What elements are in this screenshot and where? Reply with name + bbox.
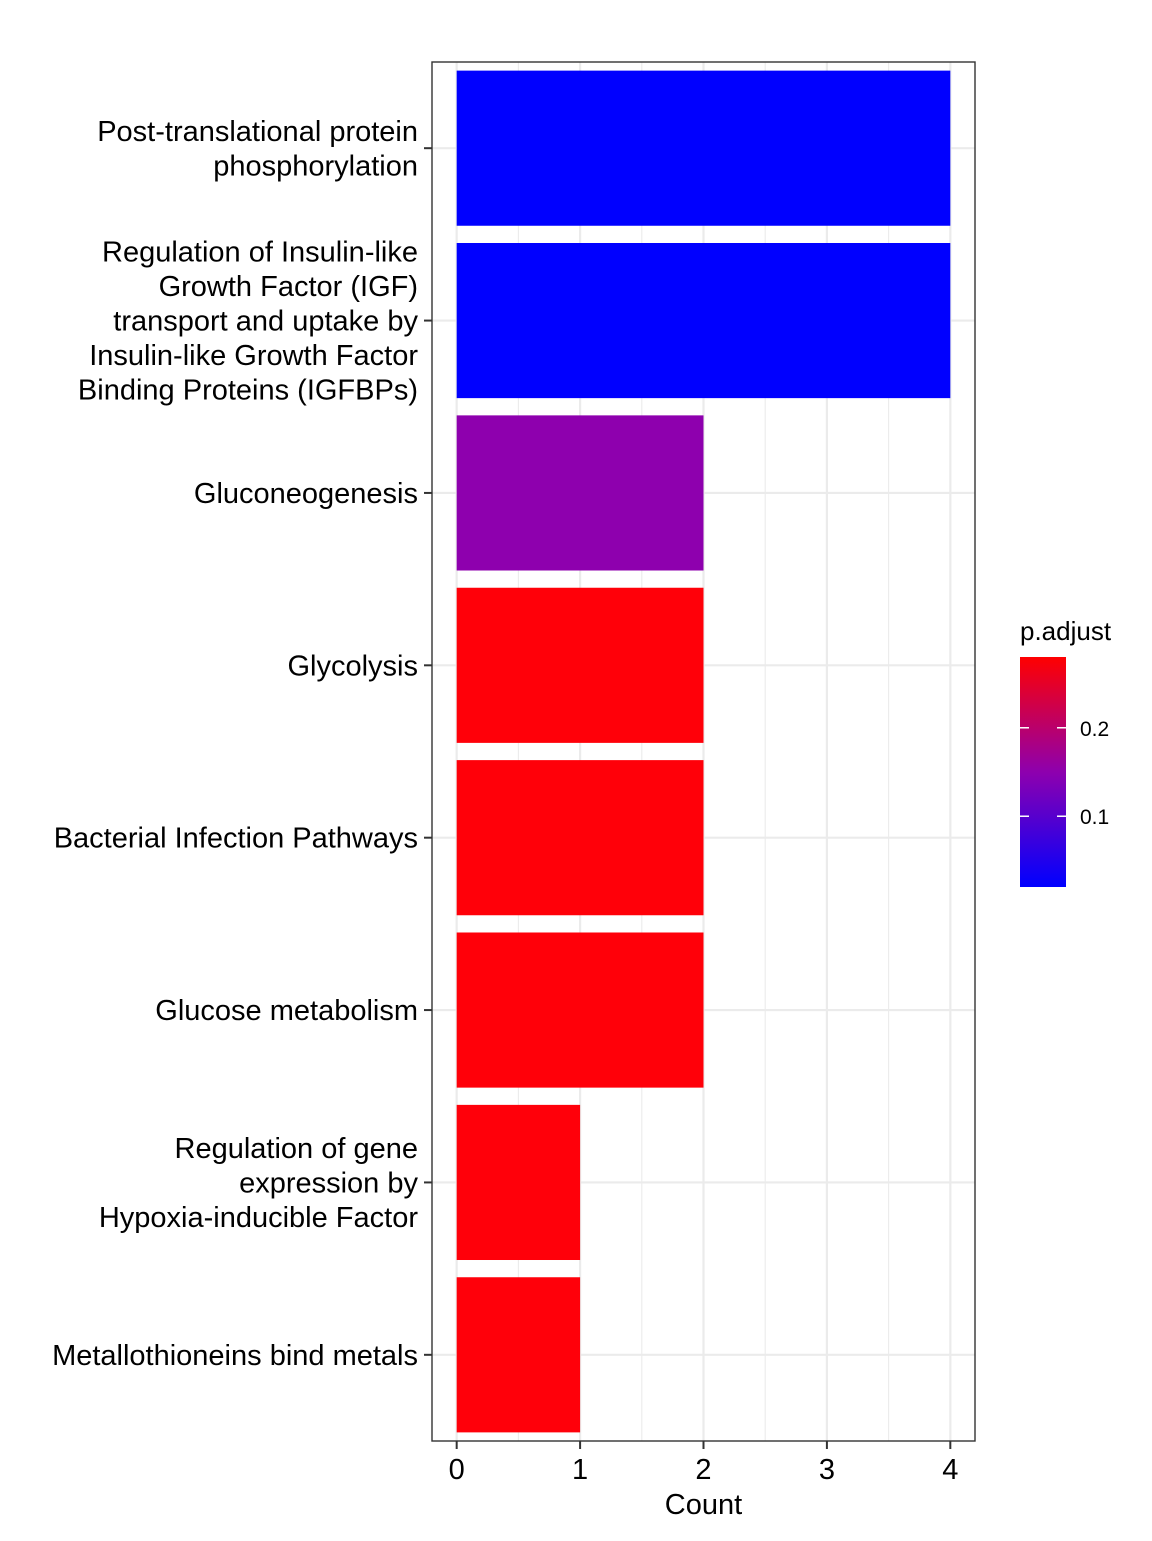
y-tick-label: Gluconeogenesis (194, 478, 418, 510)
legend-tick-label: 0.2 (1080, 718, 1109, 741)
y-tick-label-line: Glucose metabolism (155, 995, 418, 1027)
y-tick-label: Post-translational protein phosphorylatio… (97, 116, 418, 183)
bar (456, 932, 704, 1088)
y-tick-label-line: Post-translational protein (97, 116, 418, 148)
y-tick-label: Regulation of gene expression by Hypoxia-i… (99, 1133, 419, 1234)
legend-colorbar (1020, 657, 1066, 887)
x-axis: 0 1 2 3 4 (449, 1441, 958, 1486)
x-tick-label: 1 (572, 1454, 588, 1486)
x-tick-label: 4 (942, 1454, 958, 1486)
y-tick-label-line: Metallothioneins bind metals (52, 1340, 418, 1372)
bar (456, 1277, 581, 1433)
legend-tick-label: 0.1 (1080, 806, 1109, 829)
y-tick-label-line: expression by (239, 1167, 418, 1199)
x-tick-label: 2 (695, 1454, 711, 1486)
y-tick-label-line: Regulation of gene (175, 1133, 418, 1165)
x-tick-label: 0 (449, 1454, 465, 1486)
bar (456, 760, 704, 916)
bar (456, 242, 951, 399)
y-tick-label: Bacterial Infection Pathways (54, 823, 418, 855)
x-tick-label: 3 (819, 1454, 835, 1486)
y-tick-label-line: Binding Proteins (IGFBPs) (78, 375, 418, 407)
y-tick-label-line: Regulation of Insulin-like (102, 237, 418, 269)
y-tick-label-line: phosphorylation (213, 150, 418, 182)
bars (456, 70, 951, 1433)
y-tick-label: Regulation of Insulin-like Growth Factor … (78, 237, 419, 407)
y-tick-label-line: Hypoxia-inducible Factor (99, 1202, 418, 1234)
color-legend: p.adjust 0.1 0.2 (1020, 616, 1112, 887)
bar (456, 587, 704, 743)
y-axis: Post-translational protein phosphorylatio… (52, 116, 432, 1372)
y-tick-label: Glucose metabolism (155, 995, 418, 1027)
y-tick-label-line: Growth Factor (IGF) (159, 271, 418, 303)
bar (456, 70, 951, 226)
y-tick-label-line: Gluconeogenesis (194, 478, 418, 510)
legend-title: p.adjust (1020, 616, 1112, 646)
y-tick-label-line: Glycolysis (287, 650, 418, 682)
y-tick-label: Glycolysis (287, 650, 418, 682)
bar (456, 1104, 581, 1261)
x-axis-title: Count (665, 1489, 742, 1521)
y-tick-label: Metallothioneins bind metals (52, 1340, 418, 1372)
bar (456, 415, 704, 571)
y-tick-label-line: Insulin-like Growth Factor (89, 340, 418, 372)
y-tick-label-line: Bacterial Infection Pathways (54, 823, 418, 855)
y-tick-label-line: transport and uptake by (113, 306, 418, 338)
